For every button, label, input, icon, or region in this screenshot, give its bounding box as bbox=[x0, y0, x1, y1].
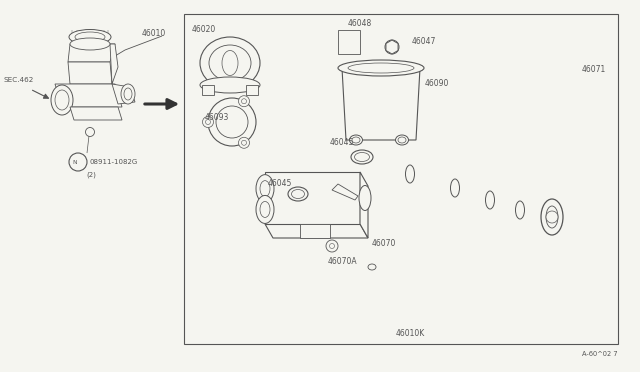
Circle shape bbox=[326, 240, 338, 252]
Polygon shape bbox=[300, 224, 330, 238]
Circle shape bbox=[216, 106, 248, 138]
Ellipse shape bbox=[260, 181, 270, 197]
Polygon shape bbox=[70, 107, 122, 120]
Text: 08911-1082G: 08911-1082G bbox=[90, 159, 138, 165]
Text: 46020: 46020 bbox=[192, 26, 216, 35]
Ellipse shape bbox=[121, 84, 135, 104]
Text: N: N bbox=[73, 160, 77, 164]
Ellipse shape bbox=[260, 202, 270, 218]
Ellipse shape bbox=[541, 199, 563, 235]
Ellipse shape bbox=[368, 264, 376, 270]
Circle shape bbox=[69, 153, 87, 171]
Polygon shape bbox=[68, 62, 112, 84]
Ellipse shape bbox=[359, 186, 371, 211]
Polygon shape bbox=[55, 84, 122, 107]
Bar bbox=[338, 30, 360, 54]
Ellipse shape bbox=[55, 90, 69, 110]
Ellipse shape bbox=[398, 137, 406, 143]
Ellipse shape bbox=[348, 63, 414, 73]
Polygon shape bbox=[265, 224, 368, 238]
Circle shape bbox=[208, 98, 256, 146]
Ellipse shape bbox=[349, 135, 362, 145]
Ellipse shape bbox=[256, 174, 274, 203]
Text: 46070A: 46070A bbox=[328, 257, 358, 266]
Text: 46070: 46070 bbox=[372, 240, 396, 248]
Ellipse shape bbox=[288, 187, 308, 201]
Polygon shape bbox=[386, 40, 398, 54]
Bar bbox=[184, 14, 618, 344]
Ellipse shape bbox=[546, 206, 558, 228]
Ellipse shape bbox=[200, 77, 260, 93]
Circle shape bbox=[86, 128, 95, 137]
Circle shape bbox=[385, 40, 399, 54]
Text: 46093: 46093 bbox=[205, 112, 229, 122]
Circle shape bbox=[239, 137, 250, 148]
Text: 46071: 46071 bbox=[582, 65, 606, 74]
Ellipse shape bbox=[69, 29, 111, 45]
Polygon shape bbox=[110, 44, 118, 84]
Circle shape bbox=[546, 211, 558, 223]
Ellipse shape bbox=[222, 51, 238, 76]
Ellipse shape bbox=[396, 135, 408, 145]
Text: 46045: 46045 bbox=[330, 138, 355, 147]
Bar bbox=[246, 85, 258, 95]
Circle shape bbox=[241, 140, 246, 145]
Text: 46010K: 46010K bbox=[396, 330, 424, 339]
Text: SEC.462: SEC.462 bbox=[4, 77, 35, 83]
Circle shape bbox=[239, 96, 250, 107]
Text: 46010: 46010 bbox=[142, 29, 166, 38]
Text: 46047: 46047 bbox=[412, 38, 436, 46]
Ellipse shape bbox=[515, 201, 525, 219]
Text: A-60^02 7: A-60^02 7 bbox=[582, 351, 618, 357]
Text: (2): (2) bbox=[86, 172, 96, 178]
Polygon shape bbox=[360, 172, 368, 238]
Polygon shape bbox=[342, 68, 420, 140]
Ellipse shape bbox=[291, 189, 305, 199]
Ellipse shape bbox=[355, 153, 369, 161]
Polygon shape bbox=[112, 84, 135, 104]
Polygon shape bbox=[332, 184, 358, 200]
Ellipse shape bbox=[256, 195, 274, 224]
Ellipse shape bbox=[75, 32, 105, 42]
Ellipse shape bbox=[486, 191, 495, 209]
Text: 46090: 46090 bbox=[425, 80, 449, 89]
Circle shape bbox=[330, 244, 335, 248]
Ellipse shape bbox=[124, 88, 132, 100]
Ellipse shape bbox=[51, 85, 73, 115]
Ellipse shape bbox=[70, 38, 110, 50]
Circle shape bbox=[202, 116, 214, 128]
Bar bbox=[202, 85, 214, 95]
Ellipse shape bbox=[451, 179, 460, 197]
Ellipse shape bbox=[200, 37, 260, 89]
Ellipse shape bbox=[351, 150, 373, 164]
Ellipse shape bbox=[209, 45, 251, 81]
Ellipse shape bbox=[338, 60, 424, 76]
Circle shape bbox=[241, 99, 246, 104]
Polygon shape bbox=[265, 172, 360, 224]
Polygon shape bbox=[68, 44, 115, 62]
Ellipse shape bbox=[406, 165, 415, 183]
Ellipse shape bbox=[352, 137, 360, 143]
Circle shape bbox=[205, 119, 211, 125]
Text: 46048: 46048 bbox=[348, 19, 372, 29]
Text: 46045: 46045 bbox=[268, 180, 292, 189]
